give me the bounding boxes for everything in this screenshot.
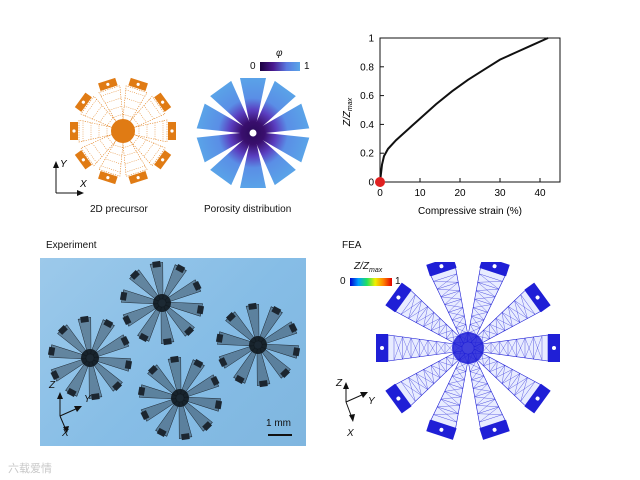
porosity-center-hole: [249, 129, 257, 137]
porosity-figure: [196, 78, 310, 188]
fea-axis-x-label: X: [347, 428, 354, 439]
porosity-petal: [196, 103, 251, 134]
experiment-structure: [47, 315, 133, 401]
fea-figure: [343, 262, 560, 440]
porosity-petal: [210, 80, 253, 132]
porosity-colorbar-max: 1: [304, 61, 310, 72]
chart-ytick-label: 0.2: [360, 149, 374, 160]
porosity-petal: [253, 134, 296, 186]
experiment-structure: [137, 355, 223, 441]
porosity-caption: Porosity distribution: [204, 204, 292, 215]
precursor-hub: [111, 119, 135, 143]
precursor-petal: [122, 77, 148, 125]
porosity-petal: [196, 132, 251, 163]
strain-chart: 0 0.2 0.4 0.6 0.8 1 0 10 20 30 40 Compressive str…: [342, 34, 561, 217]
porosity-petal: [210, 134, 253, 186]
experiment-axes: [59, 396, 79, 431]
precursor-petal: [74, 132, 119, 170]
chart-xtick-label: 10: [414, 188, 426, 199]
experiment-title: Experiment: [46, 240, 97, 251]
chart-xlabel: Compressive strain (%): [418, 206, 522, 217]
precursor-figure: Y X: [53, 77, 176, 196]
chart-xtick-label: 0: [377, 188, 383, 199]
chart-marker-point: [375, 177, 385, 187]
fea-petal: [470, 282, 551, 348]
fea-petal: [466, 262, 510, 344]
precursor-petal: [98, 77, 124, 125]
precursor-axis-y-label: Y: [60, 159, 68, 170]
fea-colorbar-label: Z/Zmax: [354, 261, 383, 274]
porosity-petal: [240, 136, 266, 188]
chart-xtick-label: 40: [534, 188, 546, 199]
chart-ytick-label: 1: [368, 34, 374, 45]
fea-petal: [466, 352, 510, 440]
porosity-petal: [240, 78, 266, 130]
experiment-axis-y-label: Y: [84, 394, 91, 405]
fea-colorbar: Z/Zmax 0 1: [340, 258, 410, 288]
chart-ytick-label: 0: [368, 178, 374, 189]
experiment-structure: [119, 260, 205, 346]
precursor-petal: [122, 137, 148, 185]
fea-colorbar-gradient: [350, 278, 392, 286]
experiment-photo: 1 mm Z Y X: [40, 258, 306, 446]
precursor-petal: [70, 119, 116, 143]
precursor-petal: [98, 137, 124, 185]
porosity-petal: [253, 80, 296, 132]
fea-colorbar-max: 1: [395, 276, 401, 287]
fea-axis-z-label: Z: [336, 378, 343, 389]
chart-ytick-label: 0.6: [360, 91, 374, 102]
porosity-colorbar: φ 0 1: [246, 48, 326, 78]
chart-xtick-label: 30: [494, 188, 506, 199]
fea-petal: [426, 352, 470, 440]
chart-plot-area: [379, 37, 561, 183]
chart-series-line: [379, 37, 549, 183]
precursor-petal: [127, 92, 172, 130]
porosity-petal: [255, 103, 310, 134]
watermark-text: 六载爱情: [8, 463, 52, 475]
fea-axis-y-label: Y: [368, 396, 375, 407]
fea-petal: [385, 282, 466, 348]
chart-ytick-label: 0.8: [360, 62, 374, 73]
experiment-scalebar-label: 1 mm: [266, 418, 291, 429]
precursor-petal: [130, 119, 176, 143]
experiment-structure: [215, 302, 301, 388]
fea-petal: [473, 334, 560, 362]
porosity-petal: [255, 132, 310, 163]
fea-axes: [345, 386, 365, 419]
porosity-colorbar-gradient: [260, 62, 300, 71]
fea-petal: [385, 348, 466, 414]
porosity-colorbar-symbol: φ: [276, 48, 283, 59]
precursor-axis-x-label: X: [79, 179, 87, 190]
fea-hub: [452, 332, 484, 364]
fea-petal: [426, 262, 470, 344]
precursor-caption: 2D precursor: [90, 204, 148, 215]
chart-ylabel: Z/Zmax: [342, 97, 354, 127]
chart-xtick-label: 20: [454, 188, 466, 199]
porosity-colorbar-min: 0: [250, 61, 256, 72]
experiment-axis-x-label: X: [62, 428, 69, 439]
fea-title: FEA: [342, 240, 362, 251]
fea-colorbar-min: 0: [340, 276, 346, 287]
fea-petal: [376, 334, 463, 362]
experiment-axis-z-label: Z: [49, 380, 56, 391]
chart-ytick-label: 0.4: [360, 120, 374, 131]
precursor-axes: Y X: [53, 159, 87, 196]
